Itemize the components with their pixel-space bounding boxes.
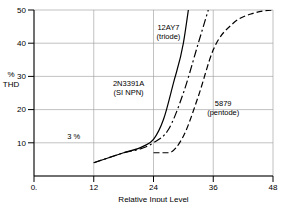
html-text:THD: THD [2, 80, 20, 89]
svg-text:50: 50 [17, 6, 26, 15]
svg-text:0.: 0. [31, 183, 38, 192]
svg-text:48: 48 [269, 183, 278, 192]
svg-text:20: 20 [17, 105, 26, 114]
svg-text:5879(pentode): 5879(pentode) [207, 99, 240, 117]
svg-text:12AY7(triode): 12AY7(triode) [157, 23, 181, 41]
svg-text:3 %: 3 % [67, 132, 80, 141]
svg-text:12: 12 [89, 183, 98, 192]
svg-text:24: 24 [149, 183, 158, 192]
svg-text:36: 36 [209, 183, 218, 192]
svg-text:2N3391A(SI NPN): 2N3391A(SI NPN) [113, 79, 144, 97]
svg-text:Relative Input Level: Relative Input Level [118, 195, 188, 202]
svg-text:10: 10 [17, 139, 26, 148]
svg-text:30: 30 [17, 72, 26, 81]
svg-text:40: 40 [17, 39, 26, 48]
